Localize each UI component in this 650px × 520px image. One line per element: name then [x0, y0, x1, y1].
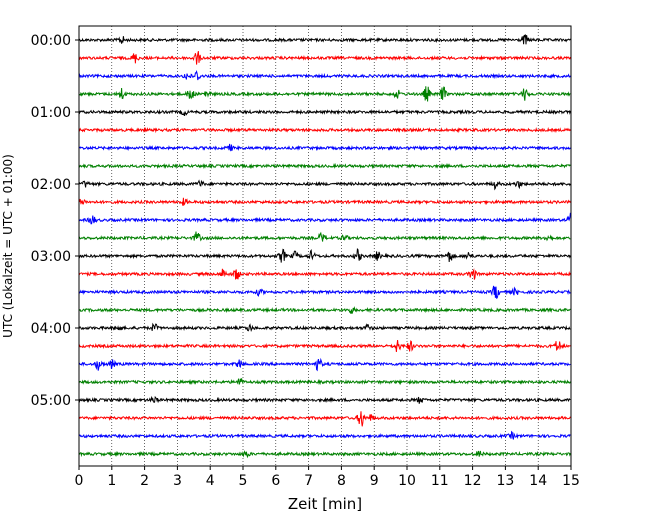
- y-axis-label: UTC (Lokalzeit = UTC + 01:00): [1, 154, 15, 338]
- y-tick-label: 01:00: [31, 105, 71, 121]
- x-tick-label: 3: [173, 473, 182, 489]
- x-tick-label: 12: [464, 473, 482, 489]
- x-axis-label: Zeit [min]: [288, 495, 362, 513]
- trace-line-0515: [78, 411, 571, 427]
- x-tick-label: 14: [529, 473, 547, 489]
- grid-lines: [111, 26, 539, 466]
- trace-line-0100: [78, 108, 571, 116]
- trace-line-0200: [78, 179, 571, 191]
- trace-line-0115: [78, 126, 571, 134]
- y-tick-label: 00:00: [31, 33, 71, 49]
- plot-frame: [78, 25, 572, 467]
- x-tick-label: 8: [337, 473, 346, 489]
- y-tick-label: 02:00: [31, 177, 71, 193]
- trace-line-0345: [78, 306, 571, 314]
- trace-line-0400: [78, 322, 571, 332]
- x-tick-label: 2: [140, 473, 149, 489]
- trace-line-0530: [78, 430, 571, 440]
- x-tick-label: 7: [304, 473, 313, 489]
- trace-line-0445: [78, 378, 571, 386]
- x-tick-label: 1: [107, 473, 116, 489]
- trace-line-0030: [78, 70, 571, 81]
- trace-line-0045: [78, 86, 571, 102]
- trace-line-0415: [78, 339, 571, 353]
- y-tick-label: 03:00: [31, 249, 71, 265]
- trace-line-0300: [78, 248, 571, 263]
- trace-line-0245: [78, 231, 571, 242]
- x-tick-label: 6: [271, 473, 280, 489]
- trace-line-0500: [78, 395, 571, 404]
- x-tick-label: 10: [398, 473, 416, 489]
- trace-lines: [78, 34, 571, 459]
- trace-line-0215: [78, 197, 571, 207]
- y-tick-label: 04:00: [31, 321, 71, 337]
- x-tick-label: 15: [562, 473, 580, 489]
- trace-line-0145: [78, 162, 571, 170]
- x-tick-label: 5: [239, 473, 248, 489]
- x-tick-label: 4: [206, 473, 215, 489]
- trace-line-0015: [78, 51, 571, 65]
- x-tick-label: 9: [370, 473, 379, 489]
- trace-line-0330: [78, 285, 571, 299]
- x-tick-label: 0: [75, 473, 84, 489]
- trace-line-0545: [78, 450, 571, 459]
- x-axis-ticks: 0 1 2 3 4 5 6 7 8 9 10 11 12 13 14 15: [75, 466, 580, 489]
- y-tick-label: 05:00: [31, 393, 71, 409]
- trace-line-0000: [78, 34, 571, 45]
- x-tick-label: 11: [431, 473, 449, 489]
- trace-line-0315: [78, 268, 571, 280]
- x-tick-label: 13: [496, 473, 514, 489]
- y-axis-ticks: 00:00 01:00 02:00 03:00 04:00 05:00: [31, 33, 79, 409]
- trace-line-0430: [78, 357, 571, 372]
- trace-line-0130: [78, 143, 571, 152]
- trace-line-0230: [78, 212, 571, 225]
